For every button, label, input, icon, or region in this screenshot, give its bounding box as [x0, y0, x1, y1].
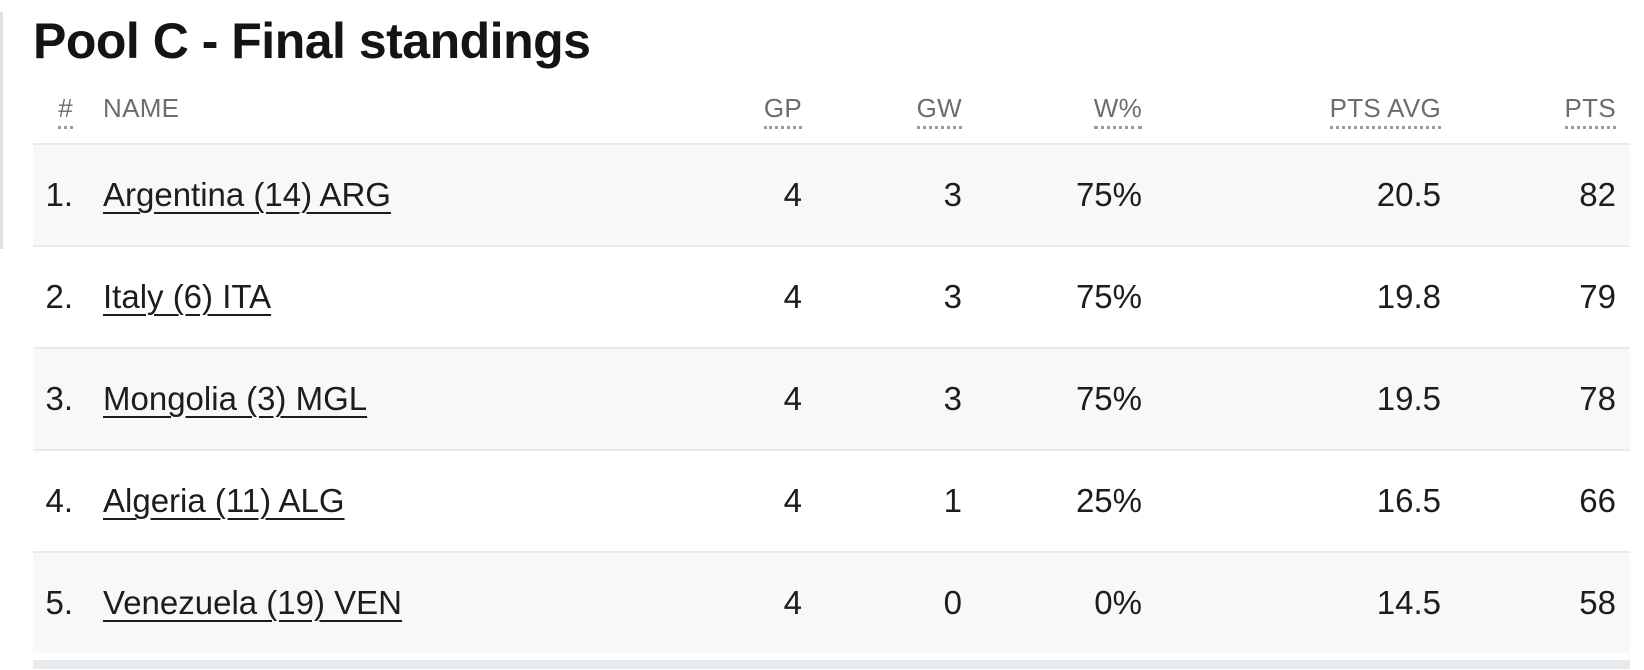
pts-avg-cell: 19.8	[1376, 278, 1441, 315]
rank-cell: 1.	[45, 176, 73, 213]
header-pts[interactable]: PTS	[1441, 95, 1616, 129]
team-cell: Algeria (11) ALG	[73, 482, 682, 520]
team-cell: Mongolia (3) MGL	[73, 380, 682, 418]
header-gp[interactable]: GP	[682, 95, 802, 129]
gp-cell: 4	[783, 278, 802, 315]
table-body: 1. Argentina (14) ARG 4 3 75% 20.5 82 2.…	[33, 143, 1630, 653]
win-percent-cell: 75%	[1075, 176, 1142, 213]
rank-cell: 4.	[45, 482, 73, 519]
pts-cell: 78	[1579, 380, 1616, 417]
next-section-edge	[33, 660, 1630, 669]
team-link[interactable]: Italy (6) ITA	[103, 278, 272, 315]
gw-cell: 3	[943, 278, 962, 315]
table-row: 2. Italy (6) ITA 4 3 75% 19.8 79	[33, 245, 1630, 347]
gp-cell: 4	[783, 380, 802, 417]
win-percent-cell: 75%	[1075, 278, 1142, 315]
pts-avg-cell: 16.5	[1376, 482, 1441, 519]
rank-cell: 3.	[45, 380, 73, 417]
gp-cell: 4	[783, 176, 802, 213]
pts-cell: 58	[1579, 584, 1616, 621]
table-header-row: # NAME GP GW W% PTS AVG PTS	[33, 95, 1630, 129]
header-win-percent[interactable]: W%	[962, 95, 1142, 129]
team-cell: Italy (6) ITA	[73, 278, 682, 316]
team-link[interactable]: Mongolia (3) MGL	[103, 380, 368, 417]
pts-avg-cell: 20.5	[1376, 176, 1441, 213]
table-row: 1. Argentina (14) ARG 4 3 75% 20.5 82	[33, 143, 1630, 245]
table-row: 5. Venezuela (19) VEN 4 0 0% 14.5 58	[33, 551, 1630, 653]
team-link[interactable]: Venezuela (19) VEN	[103, 584, 403, 621]
team-link[interactable]: Argentina (14) ARG	[103, 176, 391, 213]
rank-cell: 2.	[45, 278, 73, 315]
team-cell: Venezuela (19) VEN	[73, 584, 682, 622]
gp-cell: 4	[783, 584, 802, 621]
team-link[interactable]: Algeria (11) ALG	[103, 482, 345, 519]
gw-cell: 1	[943, 482, 962, 519]
standings-table: # NAME GP GW W% PTS AVG PTS 1. Argentina…	[33, 95, 1630, 653]
page-title: Pool C - Final standings	[33, 13, 591, 69]
header-pts-avg[interactable]: PTS AVG	[1142, 95, 1441, 129]
header-rank[interactable]: #	[33, 95, 73, 129]
pts-avg-cell: 19.5	[1376, 380, 1441, 417]
header-name: NAME	[103, 93, 180, 123]
pts-avg-cell: 14.5	[1376, 584, 1441, 621]
table-row: 3. Mongolia (3) MGL 4 3 75% 19.5 78	[33, 347, 1630, 449]
pts-cell: 82	[1579, 176, 1616, 213]
pts-cell: 66	[1579, 482, 1616, 519]
panel-edge-line	[0, 12, 3, 249]
gp-cell: 4	[783, 482, 802, 519]
win-percent-cell: 75%	[1075, 380, 1142, 417]
gw-cell: 3	[943, 380, 962, 417]
rank-cell: 5.	[45, 584, 73, 621]
gw-cell: 3	[943, 176, 962, 213]
win-percent-cell: 25%	[1075, 482, 1142, 519]
team-cell: Argentina (14) ARG	[73, 176, 682, 214]
pts-cell: 79	[1579, 278, 1616, 315]
header-gw[interactable]: GW	[802, 95, 962, 129]
table-row: 4. Algeria (11) ALG 4 1 25% 16.5 66	[33, 449, 1630, 551]
gw-cell: 0	[943, 584, 962, 621]
win-percent-cell: 0%	[1094, 584, 1142, 621]
